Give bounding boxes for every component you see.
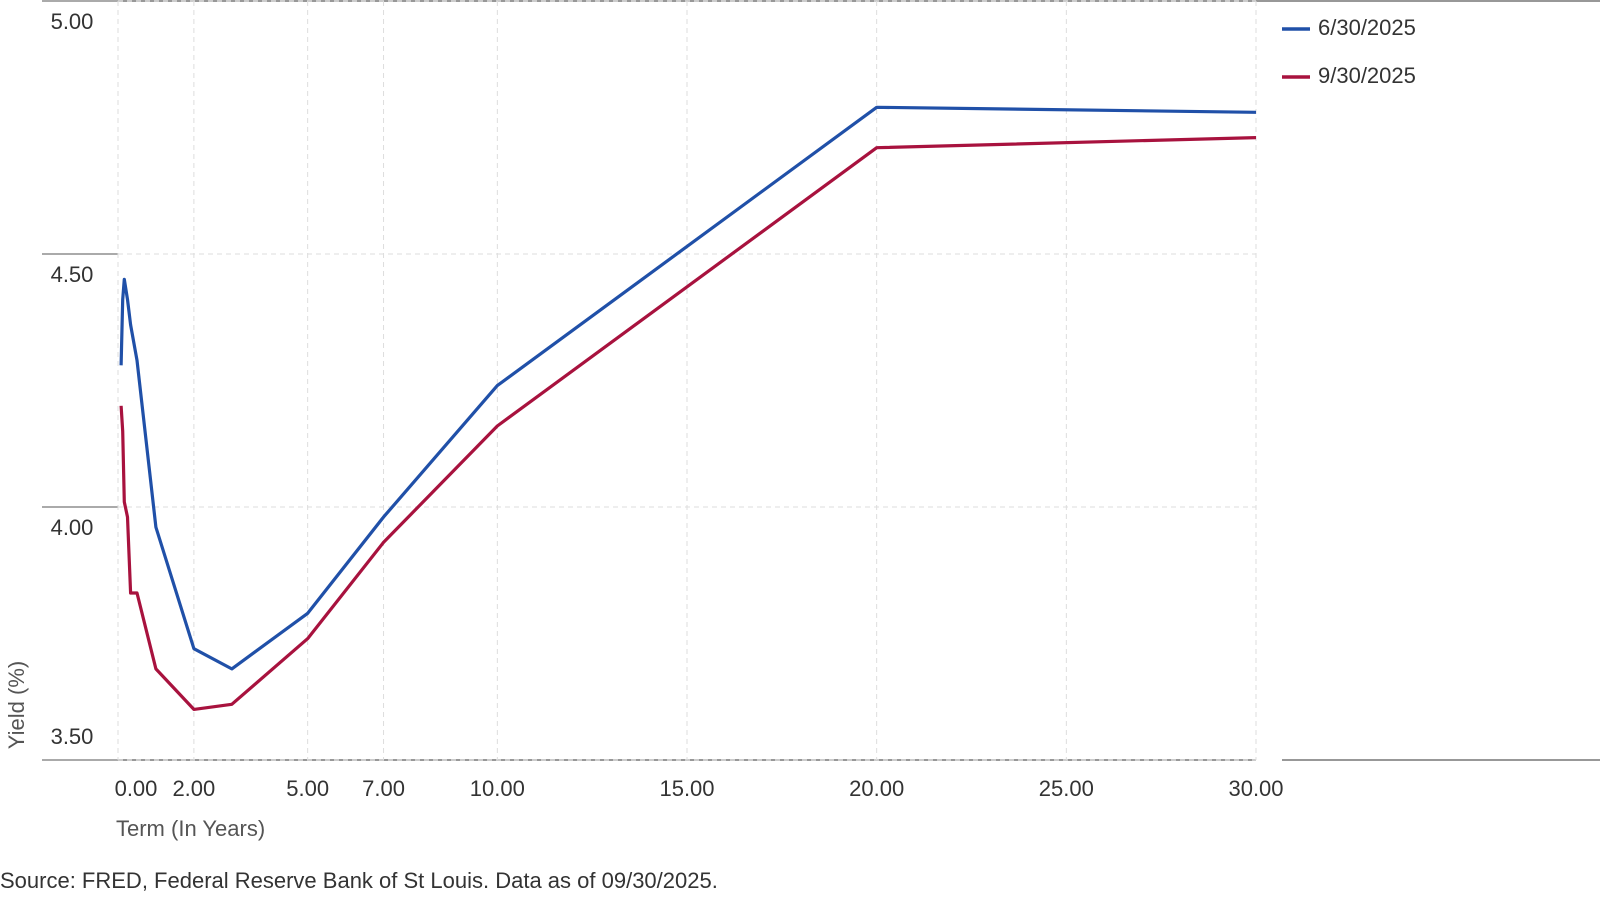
y-tick-label: 5.00 — [51, 9, 94, 34]
x-tick-label: 20.00 — [849, 776, 904, 801]
x-tick-label: 30.00 — [1228, 776, 1283, 801]
x-tick-label: 7.00 — [362, 776, 405, 801]
x-tick-label: 25.00 — [1039, 776, 1094, 801]
legend-label: 9/30/2025 — [1318, 63, 1416, 88]
x-tick-label: 10.00 — [470, 776, 525, 801]
series-line — [119, 136, 1257, 711]
source-note: Source: FRED, Federal Reserve Bank of St… — [0, 868, 718, 893]
legend-label: 6/30/2025 — [1318, 15, 1416, 40]
y-tick-label: 3.50 — [51, 724, 94, 749]
y-tick-label: 4.50 — [51, 262, 94, 287]
series-line — [119, 105, 1257, 671]
x-tick-label: 2.00 — [172, 776, 215, 801]
x-tick-label: 5.00 — [286, 776, 329, 801]
x-tick-label: 0.00 — [115, 776, 158, 801]
y-axis-label: Yield (%) — [4, 661, 29, 749]
x-tick-label: 15.00 — [659, 776, 714, 801]
y-tick-label: 4.00 — [51, 515, 94, 540]
x-axis-label: Term (In Years) — [116, 816, 265, 841]
